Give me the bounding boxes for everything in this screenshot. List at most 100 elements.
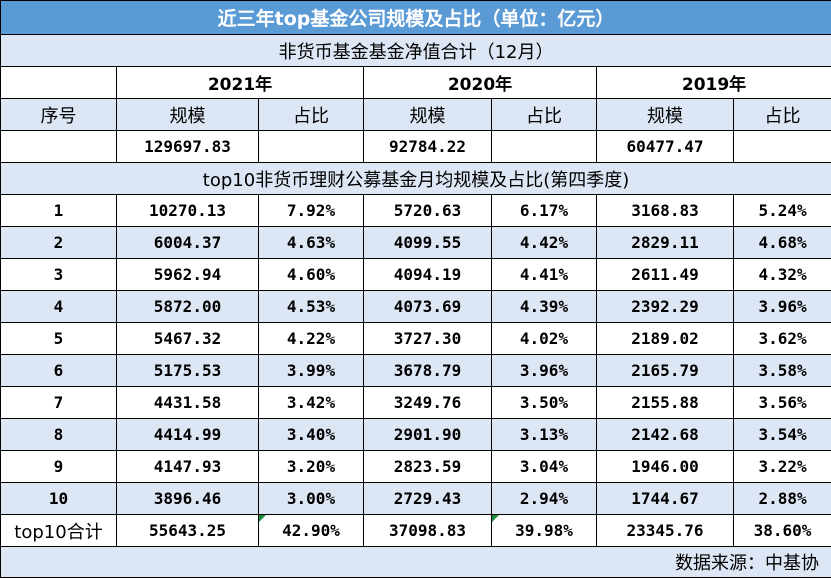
sum-ratio-2020: 39.98% <box>492 515 597 547</box>
sum-row: top10合计 55643.25 42.90% 37098.83 39.98% … <box>1 515 831 547</box>
year-2021-header: 2021年 <box>117 67 364 99</box>
seq-header: 序号 <box>1 99 117 131</box>
sum-ratio-2019: 38.60% <box>734 515 831 547</box>
row-scale-2020: 5720.63 <box>364 195 492 227</box>
row-ratio-2020: 4.02% <box>492 323 597 355</box>
total-ratio-2020 <box>492 131 597 163</box>
total-2021: 129697.83 <box>117 131 259 163</box>
row-ratio-2019: 5.24% <box>734 195 831 227</box>
scale-header-2019: 规模 <box>597 99 734 131</box>
row-seq: 3 <box>1 259 117 291</box>
row-scale-2019: 1744.67 <box>597 483 734 515</box>
row-seq: 5 <box>1 323 117 355</box>
row-scale-2021: 3896.46 <box>117 483 259 515</box>
row-seq: 1 <box>1 195 117 227</box>
column-header-row: 序号 规模 占比 规模 占比 规模 占比 <box>1 99 831 131</box>
row-scale-2019: 2392.29 <box>597 291 734 323</box>
row-seq: 4 <box>1 291 117 323</box>
table-row: 9 4147.93 3.20% 2823.59 3.04% 1946.00 3.… <box>1 451 831 483</box>
row-scale-2021: 4147.93 <box>117 451 259 483</box>
scale-header-2020: 规模 <box>364 99 492 131</box>
year-2019-header: 2019年 <box>597 67 831 99</box>
row-scale-2021: 4414.99 <box>117 419 259 451</box>
row-scale-2019: 2611.49 <box>597 259 734 291</box>
row-seq: 8 <box>1 419 117 451</box>
row-ratio-2019: 4.68% <box>734 227 831 259</box>
table-row: 4 5872.00 4.53% 4073.69 4.39% 2392.29 3.… <box>1 291 831 323</box>
row-seq: 9 <box>1 451 117 483</box>
row-scale-2020: 4094.19 <box>364 259 492 291</box>
ratio-header-2019: 占比 <box>734 99 831 131</box>
total-ratio-2021 <box>259 131 364 163</box>
table-row: 5 5467.32 4.22% 3727.30 4.02% 2189.02 3.… <box>1 323 831 355</box>
row-ratio-2021: 3.20% <box>259 451 364 483</box>
row-ratio-2021: 4.22% <box>259 323 364 355</box>
totals-blank <box>1 131 117 163</box>
total-2020: 92784.22 <box>364 131 492 163</box>
row-ratio-2019: 3.58% <box>734 355 831 387</box>
row-scale-2019: 3168.83 <box>597 195 734 227</box>
total-2019: 60477.47 <box>597 131 734 163</box>
row-ratio-2021: 3.40% <box>259 419 364 451</box>
table-row: 3 5962.94 4.60% 4094.19 4.41% 2611.49 4.… <box>1 259 831 291</box>
sum-ratio-2021: 42.90% <box>259 515 364 547</box>
table-row: 1 10270.13 7.92% 5720.63 6.17% 3168.83 5… <box>1 195 831 227</box>
row-scale-2020: 4099.55 <box>364 227 492 259</box>
section1-title: 非货币基金基金净值合计（12月） <box>1 35 831 67</box>
table-row: 2 6004.37 4.63% 4099.55 4.42% 2829.11 4.… <box>1 227 831 259</box>
row-scale-2019: 2165.79 <box>597 355 734 387</box>
row-seq: 10 <box>1 483 117 515</box>
section2-row: top10非货币理财公募基金月均规模及占比(第四季度) <box>1 163 831 195</box>
row-ratio-2021: 7.92% <box>259 195 364 227</box>
row-scale-2021: 5175.53 <box>117 355 259 387</box>
row-ratio-2019: 3.96% <box>734 291 831 323</box>
row-ratio-2021: 4.53% <box>259 291 364 323</box>
scale-header-2021: 规模 <box>117 99 259 131</box>
row-scale-2020: 2729.43 <box>364 483 492 515</box>
row-scale-2021: 5962.94 <box>117 259 259 291</box>
row-scale-2021: 10270.13 <box>117 195 259 227</box>
row-ratio-2019: 2.88% <box>734 483 831 515</box>
row-scale-2020: 2823.59 <box>364 451 492 483</box>
row-ratio-2020: 3.96% <box>492 355 597 387</box>
row-scale-2021: 4431.58 <box>117 387 259 419</box>
section1-row: 非货币基金基金净值合计（12月） <box>1 35 831 67</box>
row-ratio-2020: 6.17% <box>492 195 597 227</box>
sum-scale-2019: 23345.76 <box>597 515 734 547</box>
table-row: 8 4414.99 3.40% 2901.90 3.13% 2142.68 3.… <box>1 419 831 451</box>
row-scale-2019: 1946.00 <box>597 451 734 483</box>
row-scale-2020: 3727.30 <box>364 323 492 355</box>
row-ratio-2021: 4.63% <box>259 227 364 259</box>
data-source: 数据来源：中基协 <box>1 547 831 578</box>
row-ratio-2020: 4.41% <box>492 259 597 291</box>
totals-row: 129697.83 92784.22 60477.47 <box>1 131 831 163</box>
row-ratio-2021: 3.00% <box>259 483 364 515</box>
table-row: 10 3896.46 3.00% 2729.43 2.94% 1744.67 2… <box>1 483 831 515</box>
year-2020-header: 2020年 <box>364 67 597 99</box>
row-ratio-2019: 4.32% <box>734 259 831 291</box>
total-ratio-2019 <box>734 131 831 163</box>
row-scale-2021: 6004.37 <box>117 227 259 259</box>
row-scale-2019: 2142.68 <box>597 419 734 451</box>
title-row: 近三年top基金公司规模及占比（单位：亿元） <box>1 1 831 35</box>
row-ratio-2019: 3.22% <box>734 451 831 483</box>
section2-title: top10非货币理财公募基金月均规模及占比(第四季度) <box>1 163 831 195</box>
source-row: 数据来源：中基协 <box>1 547 831 578</box>
row-ratio-2021: 3.99% <box>259 355 364 387</box>
sum-scale-2020: 37098.83 <box>364 515 492 547</box>
row-scale-2019: 2155.88 <box>597 387 734 419</box>
table-row: 6 5175.53 3.99% 3678.79 3.96% 2165.79 3.… <box>1 355 831 387</box>
row-scale-2019: 2829.11 <box>597 227 734 259</box>
row-seq: 2 <box>1 227 117 259</box>
ratio-header-2020: 占比 <box>492 99 597 131</box>
ratio-header-2021: 占比 <box>259 99 364 131</box>
row-ratio-2021: 4.60% <box>259 259 364 291</box>
row-ratio-2020: 3.50% <box>492 387 597 419</box>
year-header-row: 2021年 2020年 2019年 <box>1 67 831 99</box>
row-ratio-2020: 4.39% <box>492 291 597 323</box>
table-row: 7 4431.58 3.42% 3249.76 3.50% 2155.88 3.… <box>1 387 831 419</box>
row-ratio-2020: 3.04% <box>492 451 597 483</box>
table-title: 近三年top基金公司规模及占比（单位：亿元） <box>1 1 831 35</box>
row-scale-2021: 5467.32 <box>117 323 259 355</box>
